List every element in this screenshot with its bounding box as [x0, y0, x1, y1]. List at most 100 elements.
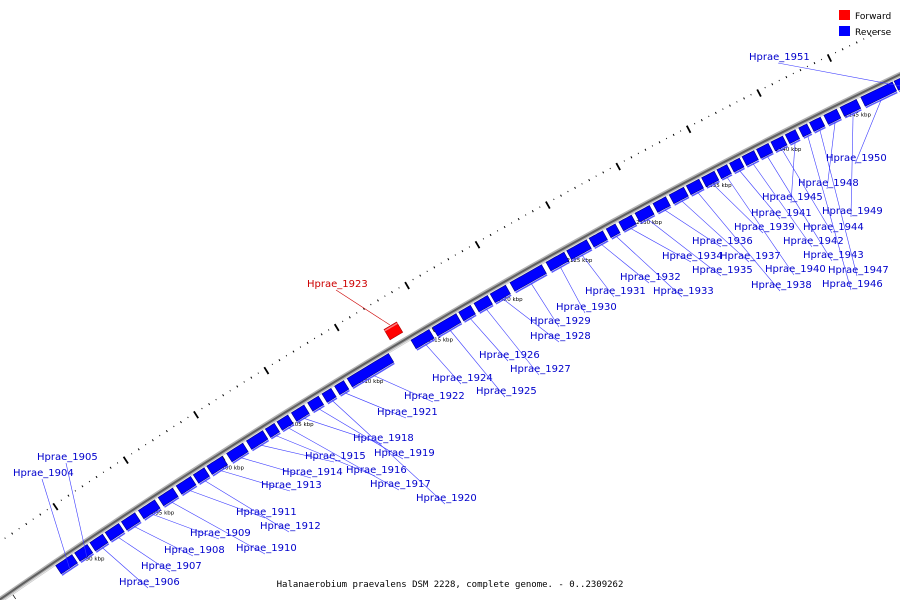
gene-label-hprae-1913[interactable]: Hprae_1913 — [261, 480, 322, 491]
gene-arrow-hprae-1929[interactable] — [509, 264, 547, 292]
gene-arrow-hprae-1950[interactable] — [860, 81, 897, 107]
gene-label-hprae-1937[interactable]: Hprae_1937 — [720, 251, 781, 262]
gene-arrow-hprae-1926[interactable] — [458, 304, 476, 322]
gene-label-hprae-1948[interactable]: Hprae_1948 — [798, 178, 859, 189]
gene-label-hprae-1916[interactable]: Hprae_1916 — [346, 465, 407, 476]
gene-arrow-hprae-1908[interactable] — [120, 512, 141, 531]
gene-label-hprae-1930[interactable]: Hprae_1930 — [556, 302, 617, 313]
gene-label-hprae-1910[interactable]: Hprae_1910 — [236, 543, 297, 554]
gene-arrow-hprae-1939[interactable] — [701, 170, 720, 188]
gene-arrow-hprae-1924[interactable] — [410, 329, 435, 350]
gene-arrow-hprae-1911[interactable] — [175, 476, 197, 495]
gene-label-hprae-1906[interactable]: Hprae_1906 — [119, 577, 180, 588]
gene-leader-line — [117, 536, 171, 573]
gene-label-hprae-1933[interactable]: Hprae_1933 — [653, 286, 714, 297]
gene-label-hprae-1927[interactable]: Hprae_1927 — [510, 364, 571, 375]
gene-arrow-hprae-1909[interactable] — [137, 499, 161, 520]
gene-label-hprae-1920[interactable]: Hprae_1920 — [416, 493, 477, 504]
gene-arrow-hprae-1927[interactable] — [473, 295, 493, 313]
gene-arrow-hprae-1936[interactable] — [652, 196, 671, 213]
gene-label-hprae-1912[interactable]: Hprae_1912 — [260, 521, 321, 532]
gene-label-hprae-1922[interactable]: Hprae_1922 — [404, 391, 465, 402]
gene-arrow-hprae-1917[interactable] — [276, 414, 294, 431]
gene-label-hprae-1914[interactable]: Hprae_1914 — [282, 467, 343, 478]
gene-arrow-hprae-1932[interactable] — [588, 230, 608, 248]
gene-label-hprae-1931[interactable]: Hprae_1931 — [585, 286, 646, 297]
gene-arrow-hprae-1912[interactable] — [192, 467, 210, 484]
gene-arrow-hprae-1930[interactable] — [545, 251, 570, 272]
gene-arrow-hprae-1921[interactable] — [334, 380, 350, 396]
gene-label-hprae-1921[interactable]: Hprae_1921 — [377, 407, 438, 418]
gene-label-hprae-1949[interactable]: Hprae_1949 — [822, 206, 883, 217]
gene-arrow-hprae-1919[interactable] — [307, 395, 325, 412]
gene-arrow-hprae-1937[interactable] — [668, 186, 689, 205]
gene-arrow-hprae-1935[interactable] — [634, 205, 655, 223]
gene-arrow-hprae-1940[interactable] — [716, 164, 732, 180]
gene-label-hprae-1941[interactable]: Hprae_1941 — [751, 208, 812, 219]
gene-label-hprae-1926[interactable]: Hprae_1926 — [479, 350, 540, 361]
gene-arrow-hprae-1914[interactable] — [226, 442, 249, 463]
gene-label-hprae-1939[interactable]: Hprae_1939 — [734, 222, 795, 233]
gene-label-hprae-1919[interactable]: Hprae_1919 — [374, 448, 435, 459]
gene-label-hprae-1942[interactable]: Hprae_1942 — [783, 236, 844, 247]
gene-arrow-hprae-1947[interactable] — [809, 116, 826, 132]
gene-label-hprae-1928[interactable]: Hprae_1928 — [530, 331, 591, 342]
gene-arrow-hprae-1905[interactable] — [74, 544, 94, 562]
gene-arrow-hprae-1906[interactable] — [89, 533, 109, 552]
gene-arrow-hprae-1948[interactable] — [823, 108, 842, 125]
kbp-label: 2125 kbp — [566, 258, 592, 264]
gene-label-hprae-1943[interactable]: Hprae_1943 — [803, 250, 864, 261]
gene-label-hprae-1940[interactable]: Hprae_1940 — [765, 264, 826, 275]
gene-arrow-hprae-1938[interactable] — [685, 178, 704, 196]
gene-label-hprae-1934[interactable]: Hprae_1934 — [662, 251, 723, 262]
gene-label-hprae-1946[interactable]: Hprae_1946 — [822, 279, 883, 290]
sub-tick — [257, 372, 259, 374]
gene-label-hprae-1904[interactable]: Hprae_1904 — [13, 468, 74, 479]
gene-label-hprae-1917[interactable]: Hprae_1917 — [370, 479, 431, 490]
gene-arrow-hprae-1920[interactable] — [321, 387, 337, 403]
gene-label-hprae-1936[interactable]: Hprae_1936 — [692, 236, 753, 247]
gene-arrow-hprae-1942[interactable] — [741, 150, 759, 167]
minor-tick — [700, 119, 703, 122]
gene-arrow-hprae-1931[interactable] — [566, 239, 592, 260]
gene-label-hprae-1924[interactable]: Hprae_1924 — [432, 373, 493, 384]
gene-label-hprae-1905[interactable]: Hprae_1905 — [37, 452, 98, 463]
gene-label-hprae-1951[interactable]: Hprae_1951 — [749, 52, 810, 63]
gene-arrow-hprae-1925[interactable] — [432, 313, 462, 337]
gene-label-hprae-1909[interactable]: Hprae_1909 — [190, 528, 251, 539]
gene-arrow-hprae-1904[interactable] — [55, 554, 78, 575]
gene-label-hprae-1945[interactable]: Hprae_1945 — [762, 192, 823, 203]
gene-arrow-hprae-1951[interactable] — [893, 73, 900, 91]
gene-arrow-hprae-1943[interactable] — [756, 142, 774, 159]
gene-arrow-hprae-1949[interactable] — [839, 98, 862, 117]
gene-arrow-hprae-1922[interactable] — [346, 353, 395, 388]
major-tick — [263, 366, 270, 375]
gene-label-hprae-1915[interactable]: Hprae_1915 — [305, 451, 366, 462]
gene-arrow-hprae-1941[interactable] — [729, 157, 745, 173]
gene-label-hprae-1935[interactable]: Hprae_1935 — [692, 265, 753, 276]
gene-arrow-hprae-1918[interactable] — [290, 404, 310, 422]
gene-arrow-hprae-1928[interactable] — [489, 284, 511, 304]
gene-label-hprae-1947[interactable]: Hprae_1947 — [828, 265, 889, 276]
gene-arrow-hprae-1933[interactable] — [605, 223, 621, 239]
gene-arrow-hprae-1915[interactable] — [245, 430, 269, 450]
gene-arrow-hprae-1946[interactable] — [798, 123, 812, 138]
gene-label-hprae-1908[interactable]: Hprae_1908 — [164, 545, 225, 556]
gene-label-hprae-1911[interactable]: Hprae_1911 — [236, 507, 297, 518]
gene-arrow-hprae-1944[interactable] — [770, 135, 788, 152]
gene-label-hprae-1923[interactable]: Hprae_1923 — [307, 279, 368, 290]
gene-label-hprae-1907[interactable]: Hprae_1907 — [141, 561, 202, 572]
gene-arrow-hprae-1923[interactable] — [383, 321, 404, 341]
gene-arrow-hprae-1934[interactable] — [618, 214, 637, 232]
gene-arrow-hprae-1907[interactable] — [104, 523, 125, 542]
gene-arrow-hprae-1916[interactable] — [264, 422, 281, 438]
gene-label-hprae-1938[interactable]: Hprae_1938 — [751, 280, 812, 291]
gene-label-hprae-1932[interactable]: Hprae_1932 — [620, 272, 681, 283]
gene-label-hprae-1929[interactable]: Hprae_1929 — [530, 316, 591, 327]
gene-arrow-hprae-1913[interactable] — [206, 455, 228, 475]
gene-label-hprae-1925[interactable]: Hprae_1925 — [476, 386, 537, 397]
gene-label-hprae-1918[interactable]: Hprae_1918 — [353, 433, 414, 444]
gene-arrow-hprae-1945[interactable] — [784, 129, 801, 145]
gene-arrow-hprae-1910[interactable] — [157, 487, 179, 507]
gene-label-hprae-1950[interactable]: Hprae_1950 — [826, 153, 887, 164]
